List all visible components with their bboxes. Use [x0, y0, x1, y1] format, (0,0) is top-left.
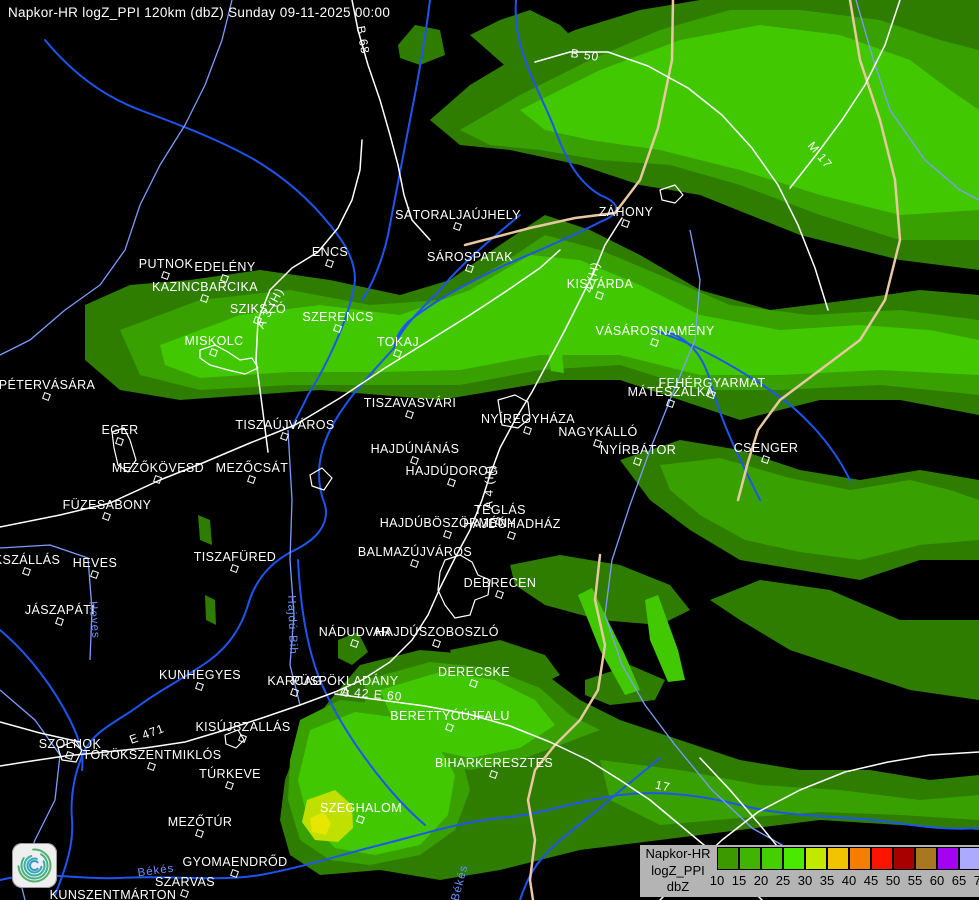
legend-color-cell [717, 847, 739, 870]
city-label: BERETTYÓÚJFALU [390, 709, 510, 723]
city-label: JÁSZAPÁTI [24, 603, 96, 617]
city-label: CSENGER [733, 441, 799, 455]
legend-signal-name: logZ_PPI [651, 862, 705, 878]
city-label: BALMAZÚJVÁROS [357, 545, 473, 559]
city-label: DEBRECEN [463, 576, 537, 590]
city-label: KUNHEGYES [158, 668, 242, 682]
city-label: HAJDÚHADHÁZ [463, 517, 561, 531]
city-label: BIHARKERESZTES [434, 756, 554, 770]
legend-color-cell [937, 847, 959, 870]
city-label: FÜZESABONY [62, 498, 152, 512]
legend-color-cell [761, 847, 783, 870]
city-label: KAZINCBARCIKA [152, 280, 258, 294]
road-label: A 4 (H) [481, 464, 497, 510]
city-label: SZERENCS [302, 310, 374, 324]
spiral-logo-icon [17, 848, 52, 883]
city-label: SZOLNOK [38, 737, 102, 751]
city-label: PÜSPÖKLADÁNY [291, 674, 399, 688]
city-label: NYÍRBÁTOR [599, 443, 677, 457]
city-label: HAJDÚNÁNÁS [370, 442, 460, 456]
legend-tick: 20 [753, 873, 769, 888]
legend-color-cell [915, 847, 937, 870]
city-label: ZÁHONY [598, 205, 654, 219]
county-label: Hajdú-Bih [284, 595, 300, 655]
city-label: NÁDUDVAR [318, 625, 392, 639]
legend-tick: 65 [951, 873, 967, 888]
legend-color-cell [871, 847, 893, 870]
city-label: HEVES [72, 556, 118, 570]
city-label: TÉGLÁS [474, 503, 526, 517]
legend-color-cell [827, 847, 849, 870]
city-label: TISZAVASVÁRI [363, 396, 457, 410]
city-label: SÁROSPATAK [427, 250, 513, 264]
city-label: FEHÉRGYARMAT [658, 376, 766, 390]
city-label: TÖRÖKSZENTMIKLÓS [82, 748, 222, 762]
city-label: HAJDÚSZOBOSZLÓ [375, 625, 499, 639]
city-label: TISZAÚJVÁROS [235, 418, 335, 432]
city-label: ENCS [311, 245, 349, 259]
legend-color-cell [893, 847, 915, 870]
product-title: Napkor-HR logZ_PPI 120km (dbZ) Sunday 09… [8, 5, 391, 20]
legend-tick: 10 [709, 873, 725, 888]
legend-tick: 50 [885, 873, 901, 888]
legend-color-cell [783, 847, 805, 870]
legend-tick: 70 [973, 873, 979, 888]
city-label: NAGYKÁLLÓ [558, 425, 638, 439]
city-label: HAJDÚBÖSZÖRMÉNY [379, 516, 517, 530]
city-label: NYÍREGYHÁZA [481, 412, 575, 426]
city-label: KARCAG [267, 674, 323, 688]
city-label: HAJDÚDOROG [405, 464, 499, 478]
legend-color-cell [739, 847, 761, 870]
city-label: PÉTERVÁSÁRA [0, 378, 96, 392]
city-label: TOKAJ [376, 335, 420, 349]
city-label: TISZAFÜRED [193, 550, 277, 564]
legend-color-cell [959, 847, 979, 870]
city-label: SZIKSZÓ [229, 302, 287, 316]
legend-tick: 25 [775, 873, 791, 888]
city-label: EDELÉNY [194, 260, 256, 274]
city-label: MÁTÉSZALKA [627, 385, 715, 399]
city-label: SÁTORALJAÚJHELY [395, 208, 521, 222]
city-label: MEZŐTÚR [167, 815, 233, 829]
city-label: KISVÁRDA [566, 277, 634, 291]
legend-color-cell [849, 847, 871, 870]
city-label: PUTNOK [138, 257, 194, 271]
legend-tick: 30 [797, 873, 813, 888]
city-label: SZARVAS [155, 875, 215, 889]
legend-unit-label: dbZ [666, 879, 690, 894]
dbz-legend: Napkor-HR logZ_PPI dbZ 10 15 20 25 30 35 40 45 5… [640, 845, 979, 897]
legend-tick: 45 [863, 873, 879, 888]
city-label: MEZŐCSÁT [215, 461, 289, 475]
legend-tick: 35 [819, 873, 835, 888]
city-label: KUNSZENTMÁRTON [49, 888, 177, 900]
city-label: TÚRKEVE [199, 767, 261, 781]
legend-tick: 15 [731, 873, 747, 888]
road-label: 17 [654, 777, 672, 795]
city-label: GYOMAENDRŐD [182, 855, 288, 869]
town-outline-layer [57, 184, 684, 763]
echo-layer-core [302, 790, 353, 842]
legend-color-cell [805, 847, 827, 870]
city-label: EGER [101, 423, 139, 437]
city-label: KSZÁLLÁS [0, 553, 61, 567]
city-label: VÁSÁROSNAMÉNY [595, 324, 715, 338]
city-label: MISKOLC [184, 334, 244, 348]
city-label: MEZŐKÖVESD [111, 461, 205, 475]
legend-radar-name: Napkor-HR [645, 846, 711, 861]
legend-tick: 40 [841, 873, 857, 888]
legend-tick: 55 [907, 873, 923, 888]
app-logo [12, 843, 57, 888]
city-label: SZEGHALOM [319, 801, 403, 815]
legend-product-block: Napkor-HR logZ_PPI dbZ [640, 846, 716, 896]
legend-tick: 60 [929, 873, 945, 888]
city-label: DERECSKE [438, 665, 510, 679]
city-label: KISÚJSZÁLLÁS [195, 720, 291, 734]
